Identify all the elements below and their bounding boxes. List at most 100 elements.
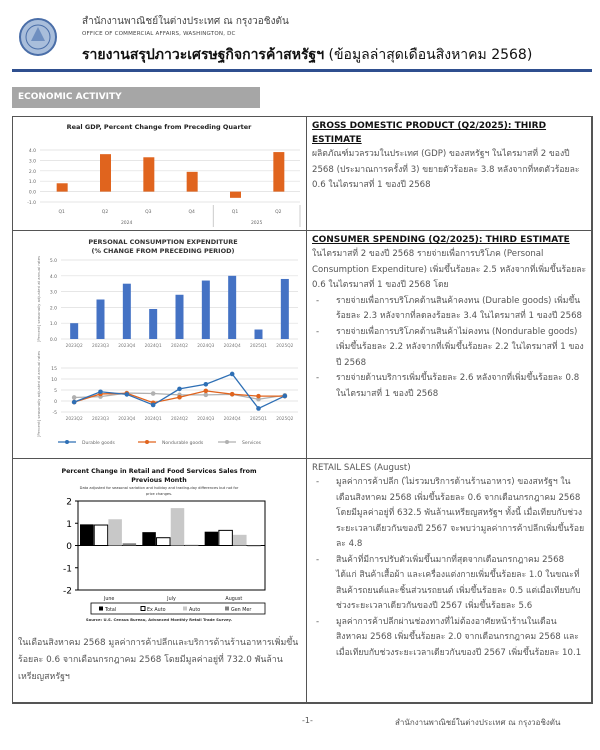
org-name-english: OFFICE OF COMMERCIAL AFFAIRS, WASHINGTON… xyxy=(82,31,236,37)
y-tick-label: 5 xyxy=(54,388,57,394)
x-tick-label: Q1 xyxy=(58,209,65,215)
x-tick-label: 2024Q3 xyxy=(197,416,214,422)
y-tick-label: 4.0 xyxy=(50,274,57,280)
gdp-text-cell: GROSS DOMESTIC PRODUCT (Q2/2025): THIRD … xyxy=(306,116,593,231)
x-tick-label: 2023Q3 xyxy=(92,416,109,422)
y-axis-label: [Percent] seasonally adjusted at annual … xyxy=(36,351,41,437)
bar xyxy=(228,275,237,339)
bar xyxy=(96,299,105,339)
report-table: Real GDP, Percent Change from Preceding … xyxy=(12,116,593,704)
pce-chart: PERSONAL CONSUMPTION EXPENDITURE(% CHANG… xyxy=(36,238,298,446)
data-point xyxy=(203,392,209,398)
footer-org: สำนักงานพาณิชย์ในต่างประเทศ ณ กรุงวอชิงต… xyxy=(395,718,561,727)
bar xyxy=(201,280,210,339)
y-tick-label: 0.0 xyxy=(50,337,57,343)
bar xyxy=(280,278,289,339)
y-tick-label: 15 xyxy=(51,366,57,372)
bar xyxy=(70,323,79,339)
x-tick-label: 2024Q1 xyxy=(145,416,162,422)
data-point xyxy=(282,393,288,399)
pce-bullet: รายจ่ายเพื่อการบริโภคด้านสินค้าคงทน (Dur… xyxy=(312,294,587,325)
legend-label: Total xyxy=(104,607,116,613)
y-tick-label: 2.0 xyxy=(50,305,57,311)
data-point xyxy=(124,392,130,397)
bar xyxy=(204,531,219,546)
y-tick-label: 0.0 xyxy=(29,190,36,196)
x-tick-label: 2025Q1 xyxy=(250,343,267,349)
chart-title: Previous Month xyxy=(131,477,187,484)
retail-chart-cell: Percent Change in Retail and Food Servic… xyxy=(12,458,307,704)
y-tick-label: 0 xyxy=(66,542,72,552)
data-point xyxy=(256,406,261,411)
retail-chart: Percent Change in Retail and Food Servic… xyxy=(61,468,266,622)
x-tick-label: 2024Q3 xyxy=(197,343,214,349)
retail-heading: RETAIL SALES (August) xyxy=(312,463,411,473)
y-tick-label: 1 xyxy=(66,520,72,530)
x-tick-label: 2024Q4 xyxy=(224,416,241,422)
pce-body: ในไตรมาสที่ 2 ของปี 2568 รายจ่ายเพื่อการ… xyxy=(312,249,587,290)
pce-text-cell: CONSUMER SPENDING (Q2/2025): THIRD ESTIM… xyxy=(306,230,593,459)
data-point xyxy=(71,395,77,400)
chart-title: Percent Change in Retail and Food Servic… xyxy=(61,468,256,475)
y-tick-label: 10 xyxy=(51,377,57,383)
pce-heading: CONSUMER SPENDING (Q2/2025): THIRD ESTIM… xyxy=(312,235,570,245)
pce-chart-cell: PERSONAL CONSUMPTION EXPENDITURE (% CHANG… xyxy=(12,230,307,459)
bar xyxy=(175,294,184,339)
x-tick-label: 2024Q1 xyxy=(145,343,162,349)
y-axis-label: [Percent] seasonally adjusted at annual … xyxy=(36,256,41,342)
pce-bullet: รายจ่ายด้านบริการเพิ่มขึ้นร้อยละ 2.6 หลั… xyxy=(312,371,587,402)
x-tick-label: 2025Q1 xyxy=(250,416,267,422)
org-name-thai: สำนักงานพาณิชย์ในต่างประเทศ ณ กรุงวอชิงต… xyxy=(82,16,289,27)
seal-logo xyxy=(19,18,57,56)
bar xyxy=(247,545,261,547)
bar xyxy=(186,171,198,192)
x-tick-label: August xyxy=(225,596,242,602)
bar xyxy=(100,154,111,192)
x-tick-label: Q4 xyxy=(188,209,195,215)
chart-subtitle: Data adjusted for seasonal variation and… xyxy=(80,486,239,490)
bar xyxy=(122,283,131,339)
bar xyxy=(122,543,137,546)
legend-swatch xyxy=(225,606,229,611)
bar xyxy=(156,537,171,547)
retail-text-cell: RETAIL SALES (August) มูลค่าการค้าปลีก (… xyxy=(306,458,593,704)
x-tick-label: 2023Q4 xyxy=(118,343,135,349)
bar xyxy=(142,532,156,546)
bar xyxy=(56,183,68,192)
gdp-heading: GROSS DOMESTIC PRODUCT (Q2/2025): THIRD … xyxy=(312,121,547,145)
y-tick-label: -5 xyxy=(53,410,58,416)
gdp-chart: Real GDP, Percent Change from Preceding … xyxy=(27,123,301,227)
data-point xyxy=(203,388,209,394)
y-tick-label: -2 xyxy=(63,587,72,597)
chart-title: Real GDP, Percent Change from Preceding … xyxy=(67,123,253,131)
data-point xyxy=(203,381,209,387)
chart-subtitle: (% CHANGE FROM PRECEDING PERIOD) xyxy=(92,247,235,255)
y-tick-label: 1.0 xyxy=(50,321,57,327)
legend-label: Gen Mer xyxy=(231,607,251,613)
x-tick-label: 2024Q2 xyxy=(171,343,188,349)
x-tick-label: 2025Q2 xyxy=(276,343,293,349)
legend-swatch xyxy=(140,606,146,611)
bar xyxy=(80,524,94,546)
y-tick-label: 2 xyxy=(66,498,72,508)
legend-box xyxy=(90,602,266,615)
data-point xyxy=(177,394,182,400)
legend-swatch xyxy=(99,606,103,611)
y-tick-label: 5.0 xyxy=(50,258,57,264)
y-tick-label: 4.0 xyxy=(29,148,36,154)
bar xyxy=(143,157,155,192)
x-tick-label: July xyxy=(166,596,176,602)
x-group-label: 2025 xyxy=(251,220,263,226)
page-number: -1- xyxy=(302,716,313,725)
data-point xyxy=(229,371,235,377)
data-point xyxy=(71,399,77,405)
data-point xyxy=(177,386,182,392)
data-point xyxy=(150,391,156,396)
x-tick-label: Q3 xyxy=(145,209,152,215)
chart-subtitle: price changes. xyxy=(146,492,172,496)
y-tick-label: 0 xyxy=(54,399,57,405)
bar xyxy=(230,191,241,198)
y-tick-label: 3.0 xyxy=(29,158,36,164)
x-group-label: 2024 xyxy=(121,220,133,226)
y-tick-label: -1.0 xyxy=(27,200,36,206)
